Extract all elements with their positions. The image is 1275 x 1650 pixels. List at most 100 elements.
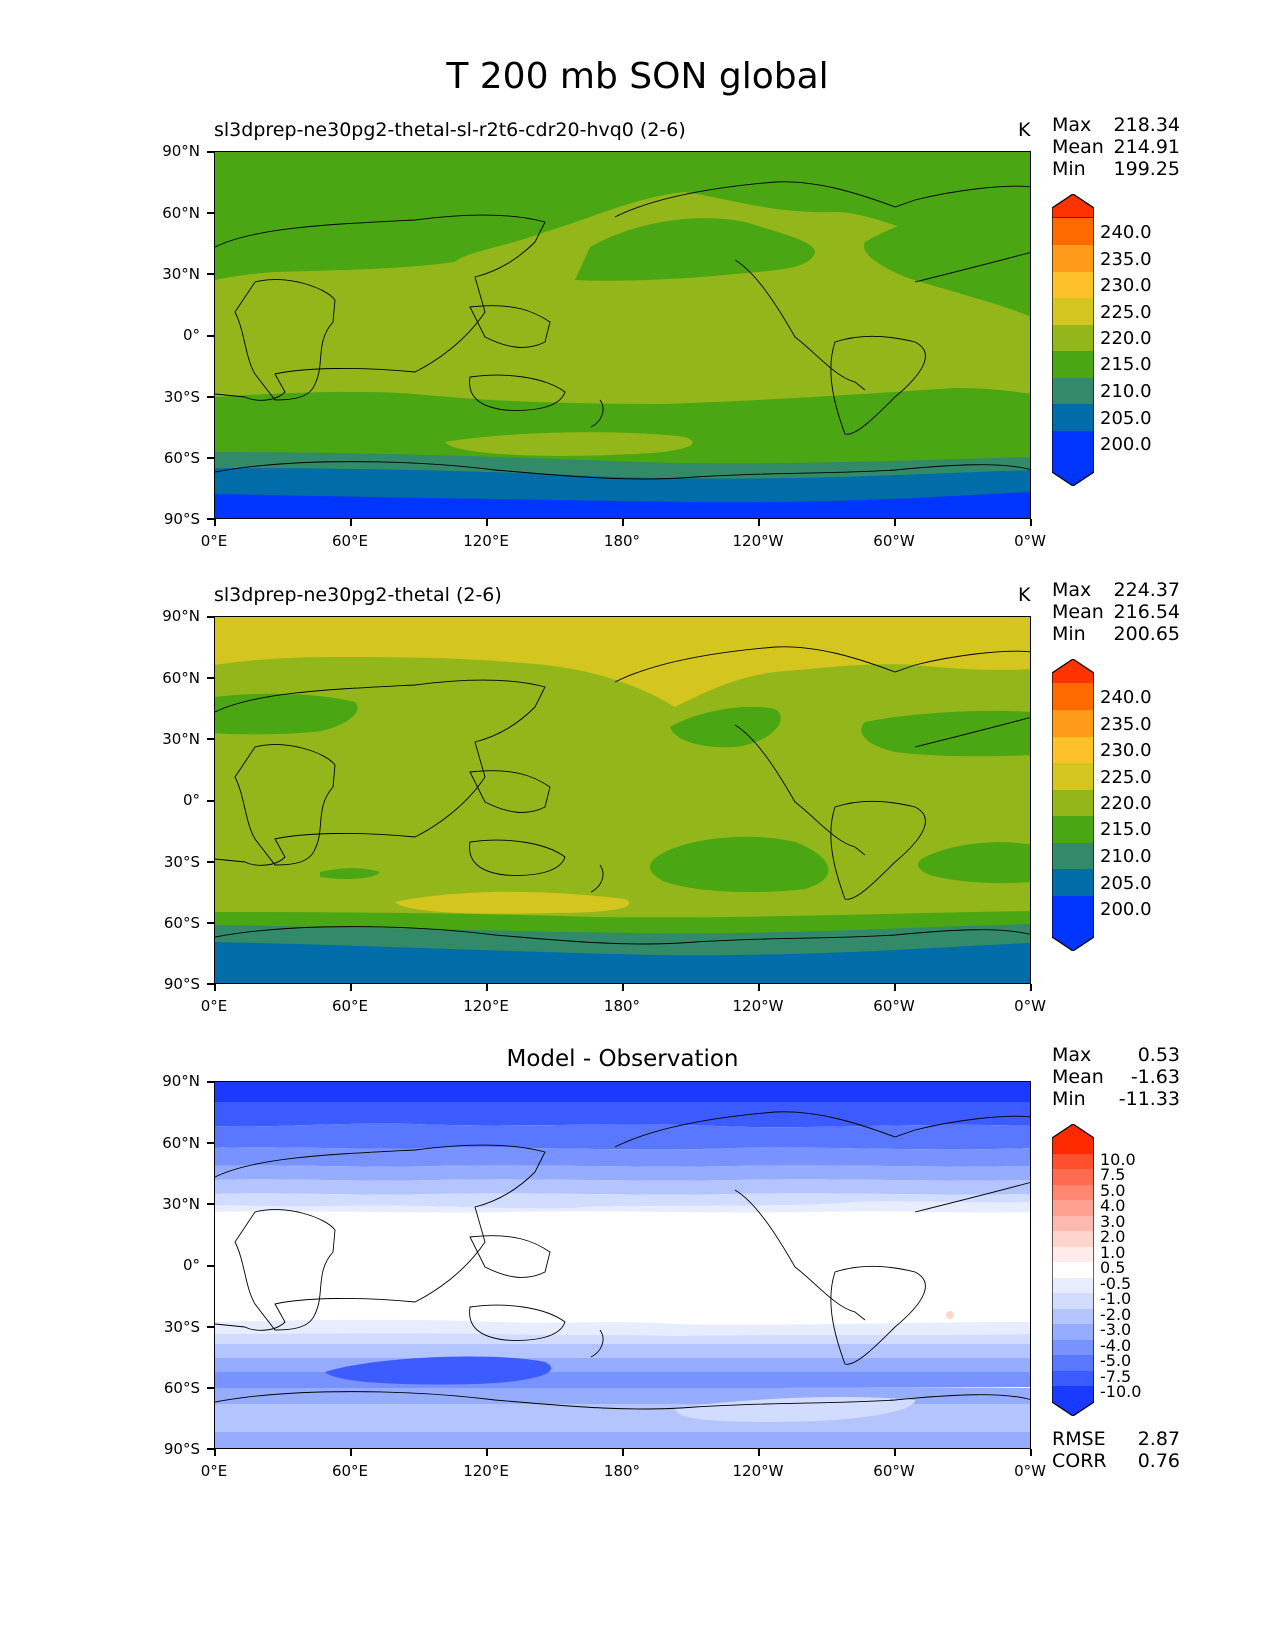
units-label: K	[1018, 119, 1031, 141]
x-tick	[894, 1449, 896, 1456]
units-label: K	[1018, 584, 1031, 606]
x-axis-label: 60°E	[331, 532, 369, 550]
y-axis-label: 60°S	[163, 449, 200, 467]
colorbar-label: -4.0	[1100, 1336, 1132, 1355]
colorbar-label: 215.0	[1100, 354, 1152, 375]
y-tick	[207, 861, 214, 863]
y-axis-label: 0°	[182, 791, 200, 809]
colorbar-label: -2.0	[1100, 1305, 1132, 1324]
x-axis-label: 120°W	[732, 1462, 784, 1480]
colorbar-label: -1.0	[1100, 1289, 1132, 1308]
colorbar-label: 240.0	[1100, 222, 1152, 243]
x-tick	[622, 519, 624, 526]
x-tick	[350, 1449, 352, 1456]
x-axis-label: 60°E	[331, 1462, 369, 1480]
x-axis-label: 120°W	[732, 997, 784, 1015]
y-tick	[207, 1081, 214, 1083]
y-axis-label: 60°S	[163, 1379, 200, 1397]
y-axis-label: 30°N	[162, 730, 200, 748]
x-axis-label: 0°W	[1014, 532, 1046, 550]
figure-title: T 200 mb SON global	[446, 56, 829, 97]
colorbar-label: 205.0	[1100, 408, 1152, 429]
y-axis-label: 60°N	[162, 669, 200, 687]
colorbar-label: 3.0	[1100, 1212, 1126, 1231]
mean-value: 214.91	[1113, 136, 1180, 158]
y-axis-label: 30°S	[163, 853, 200, 871]
stats-box: Max 224.37 Mean 216.54 Min 200.65	[1052, 579, 1180, 645]
y-axis-label: 60°N	[162, 1134, 200, 1152]
corr-label: CORR	[1052, 1450, 1107, 1472]
colorbar	[1051, 193, 1095, 490]
min-label: Min	[1052, 623, 1086, 645]
x-axis-label: 60°E	[331, 997, 369, 1015]
colorbar-label: 235.0	[1100, 249, 1152, 270]
x-tick	[622, 984, 624, 991]
x-tick	[350, 519, 352, 526]
x-axis-label: 120°E	[463, 532, 509, 550]
colorbar-label: 200.0	[1100, 899, 1152, 920]
y-tick	[207, 738, 214, 740]
temperature-field	[215, 152, 1030, 518]
y-axis-label: 90°N	[162, 142, 200, 160]
x-tick	[758, 984, 760, 991]
x-tick	[486, 519, 488, 526]
y-tick	[207, 1448, 214, 1450]
mean-value: 216.54	[1113, 601, 1180, 623]
colorbar-label: 220.0	[1100, 793, 1152, 814]
panel-difference: Model - Observation Max 0.53 Mean -1.63 Mi…	[0, 930, 1275, 1480]
y-axis-label: 0°	[182, 1256, 200, 1274]
x-tick	[1030, 1449, 1032, 1456]
x-tick	[894, 519, 896, 526]
corr-value: 0.76	[1137, 1450, 1180, 1472]
x-axis-label: 0°E	[200, 1462, 228, 1480]
colorbar-label: 200.0	[1100, 434, 1152, 455]
panel-title: sl3dprep-ne30pg2-thetal (2-6)	[214, 584, 502, 606]
y-tick	[207, 396, 214, 398]
x-axis-label: 180°	[603, 532, 641, 550]
map-plot[interactable]	[214, 151, 1031, 519]
colorbar-label: 210.0	[1100, 846, 1152, 867]
colorbar-label: -0.5	[1100, 1274, 1132, 1293]
colorbar-label: -7.5	[1100, 1367, 1132, 1386]
colorbar	[1051, 1123, 1095, 1420]
max-value: 224.37	[1113, 579, 1180, 601]
y-axis-label: 30°N	[162, 265, 200, 283]
y-axis-label: 60°N	[162, 204, 200, 222]
y-tick	[207, 616, 214, 618]
map-plot[interactable]	[214, 1081, 1031, 1449]
colorbar-label: 210.0	[1100, 381, 1152, 402]
x-axis-label: 0°E	[200, 532, 228, 550]
metrics-box: RMSE 2.87 CORR 0.76	[1052, 1428, 1180, 1472]
min-label: Min	[1052, 158, 1086, 180]
y-tick	[207, 151, 214, 153]
rmse-label: RMSE	[1052, 1428, 1106, 1450]
y-tick	[207, 1203, 214, 1205]
mean-label: Mean	[1052, 1066, 1104, 1088]
colorbar-label: 2.0	[1100, 1227, 1126, 1246]
y-axis-label: 90°N	[162, 1072, 200, 1090]
x-tick	[894, 984, 896, 991]
map-plot[interactable]	[214, 616, 1031, 984]
y-tick	[207, 983, 214, 985]
y-axis-label: 90°N	[162, 607, 200, 625]
colorbar-label: 240.0	[1100, 687, 1152, 708]
colorbar-svg	[1051, 658, 1095, 952]
mean-label: Mean	[1052, 136, 1104, 158]
colorbar-label: 1.0	[1100, 1243, 1126, 1262]
panel-reference: sl3dprep-ne30pg2-thetal (2-6) K Max 224.3…	[0, 465, 1275, 1015]
y-tick	[207, 1326, 214, 1328]
colorbar-label: 225.0	[1100, 302, 1152, 323]
x-axis-label: 120°W	[732, 532, 784, 550]
difference-field	[215, 1082, 1030, 1448]
x-tick	[1030, 984, 1032, 991]
x-axis-label: 60°W	[873, 532, 915, 550]
y-axis-label: 30°N	[162, 1195, 200, 1213]
colorbar-label: 7.5	[1100, 1165, 1126, 1184]
x-tick	[758, 1449, 760, 1456]
x-tick	[486, 1449, 488, 1456]
max-value: 218.34	[1113, 114, 1180, 136]
y-axis-label: 0°	[182, 326, 200, 344]
x-tick	[214, 519, 216, 526]
colorbar-label: 230.0	[1100, 275, 1152, 296]
x-tick	[214, 984, 216, 991]
